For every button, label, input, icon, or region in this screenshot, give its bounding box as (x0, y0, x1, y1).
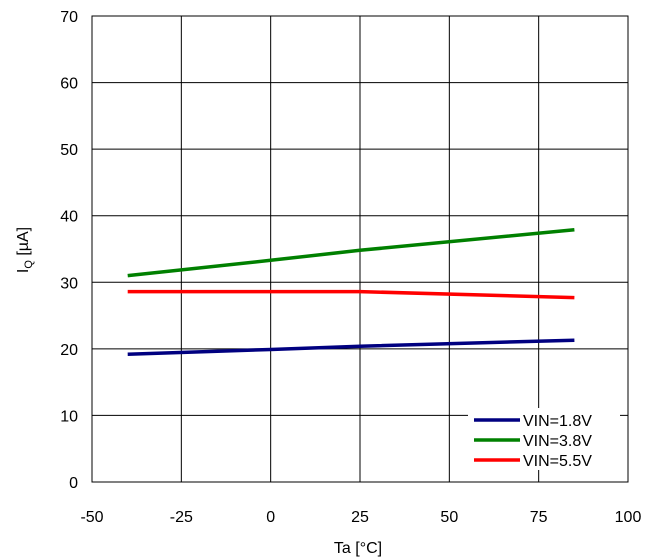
x-axis-label: Ta [°C] (334, 540, 382, 557)
y-axis-label: IQ [µA] (15, 227, 35, 273)
y-axis-label-main: I (15, 269, 32, 273)
y-axis-ticks: 0 10 20 30 40 50 60 70 (60, 9, 78, 492)
legend-label-1: VIN=1.8V (523, 413, 592, 430)
grid (91, 15, 629, 483)
y-axis-label-sub: Q (23, 260, 35, 269)
y-tick-label: 50 (60, 142, 78, 159)
series-line-2 (127, 227, 575, 278)
x-tick-label: 25 (351, 509, 369, 526)
y-tick-label: 70 (60, 9, 78, 26)
series-line-1 (127, 338, 575, 356)
y-tick-label: 30 (60, 275, 78, 292)
legend-label-3: VIN=5.5V (523, 453, 592, 470)
y-tick-label: 20 (60, 342, 78, 359)
series-lines (127, 227, 575, 356)
y-tick-label: 60 (60, 76, 78, 93)
y-tick-label: 40 (60, 209, 78, 226)
legend-label-2: VIN=3.8V (523, 433, 592, 450)
y-tick-label: 10 (60, 408, 78, 425)
legend: VIN=1.8V VIN=3.8V VIN=5.5V (468, 408, 620, 470)
series-line-3 (127, 289, 575, 300)
plot-area (91, 15, 629, 483)
y-axis-label-unit: [µA] (15, 227, 32, 260)
x-tick-label: 100 (615, 509, 642, 526)
x-tick-label: 0 (266, 509, 275, 526)
y-tick-label: 0 (69, 475, 78, 492)
x-axis-ticks: -50 -25 0 25 50 75 100 (80, 509, 641, 526)
x-tick-label: -50 (80, 509, 103, 526)
x-tick-label: 75 (530, 509, 548, 526)
x-tick-label: -25 (170, 509, 193, 526)
x-tick-label: 50 (440, 509, 458, 526)
